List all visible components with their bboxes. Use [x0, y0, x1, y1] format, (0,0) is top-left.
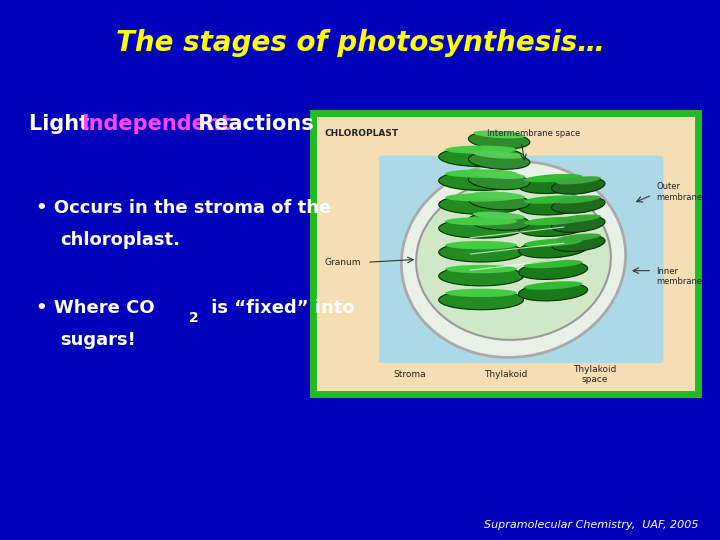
Ellipse shape	[445, 241, 517, 249]
Ellipse shape	[556, 195, 601, 204]
Ellipse shape	[469, 213, 530, 230]
Ellipse shape	[473, 131, 525, 138]
Ellipse shape	[438, 147, 523, 166]
Ellipse shape	[445, 265, 517, 273]
Text: chloroplast.: chloroplast.	[60, 231, 180, 249]
Ellipse shape	[473, 171, 525, 179]
Ellipse shape	[445, 170, 517, 178]
Ellipse shape	[438, 219, 523, 238]
Ellipse shape	[469, 132, 530, 149]
Ellipse shape	[469, 193, 530, 210]
Ellipse shape	[552, 197, 605, 213]
Text: Outer
membrane: Outer membrane	[656, 183, 702, 202]
Ellipse shape	[445, 193, 517, 201]
Ellipse shape	[416, 179, 611, 340]
Ellipse shape	[518, 261, 588, 279]
Ellipse shape	[518, 240, 588, 258]
Ellipse shape	[438, 242, 523, 262]
Ellipse shape	[518, 197, 588, 215]
Ellipse shape	[518, 218, 588, 237]
Ellipse shape	[438, 194, 523, 214]
Text: Light: Light	[29, 114, 96, 134]
Ellipse shape	[556, 233, 601, 242]
Ellipse shape	[523, 195, 582, 204]
Ellipse shape	[556, 214, 601, 222]
Ellipse shape	[469, 172, 530, 190]
Text: Stroma: Stroma	[393, 370, 426, 379]
Ellipse shape	[438, 290, 523, 310]
Text: Thylakoid
space: Thylakoid space	[572, 365, 616, 384]
Ellipse shape	[438, 171, 523, 191]
FancyBboxPatch shape	[313, 113, 698, 394]
Text: The stages of photosynthesis…: The stages of photosynthesis…	[115, 29, 605, 57]
Text: is “fixed” into: is “fixed” into	[205, 299, 355, 317]
Text: Reactions: Reactions	[191, 114, 313, 134]
Ellipse shape	[469, 152, 530, 170]
Text: • Where CO: • Where CO	[36, 299, 155, 317]
Ellipse shape	[445, 145, 517, 154]
Ellipse shape	[523, 217, 582, 225]
Ellipse shape	[518, 283, 588, 301]
Text: Supramolecular Chemistry,  UAF, 2005: Supramolecular Chemistry, UAF, 2005	[484, 520, 698, 530]
Ellipse shape	[438, 266, 523, 286]
Ellipse shape	[473, 191, 525, 199]
Ellipse shape	[523, 174, 582, 183]
Text: Thylakoid: Thylakoid	[484, 370, 528, 379]
Ellipse shape	[552, 216, 605, 232]
Ellipse shape	[523, 260, 582, 268]
Ellipse shape	[401, 161, 626, 357]
Ellipse shape	[523, 281, 582, 290]
Text: sugars!: sugars!	[60, 331, 135, 349]
Ellipse shape	[518, 176, 588, 193]
Ellipse shape	[445, 217, 517, 226]
Text: 2: 2	[189, 310, 199, 325]
Ellipse shape	[523, 238, 582, 247]
FancyBboxPatch shape	[379, 156, 664, 363]
Ellipse shape	[552, 178, 605, 194]
Text: • Occurs in the stroma of the: • Occurs in the stroma of the	[36, 199, 331, 217]
Ellipse shape	[473, 212, 525, 220]
Ellipse shape	[552, 235, 605, 252]
Text: Independent: Independent	[81, 114, 231, 134]
Ellipse shape	[473, 151, 525, 159]
Ellipse shape	[445, 289, 517, 297]
Text: Inner
membrane: Inner membrane	[656, 267, 702, 286]
Text: CHLOROPLAST: CHLOROPLAST	[325, 129, 399, 138]
Text: Granum: Granum	[325, 258, 361, 267]
Ellipse shape	[556, 176, 601, 185]
Text: Intermembrane space: Intermembrane space	[487, 129, 580, 138]
